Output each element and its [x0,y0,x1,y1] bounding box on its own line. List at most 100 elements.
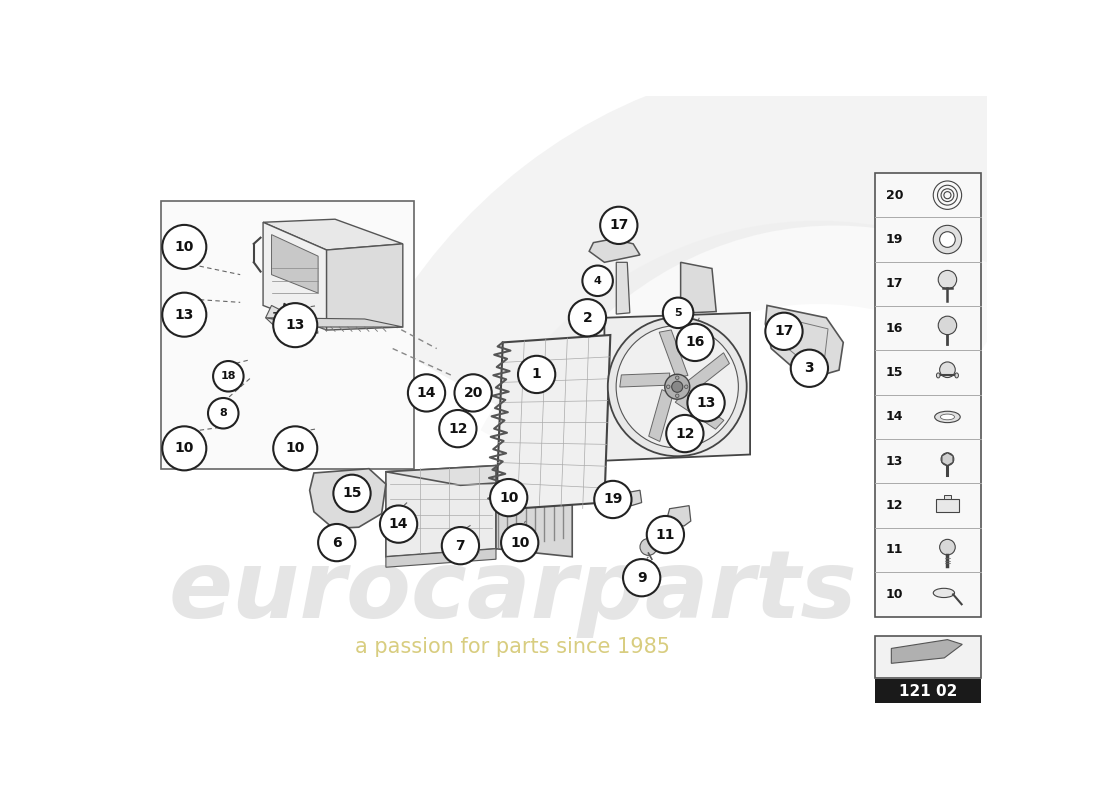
Circle shape [675,394,679,398]
Polygon shape [265,306,318,333]
Polygon shape [263,222,327,330]
Text: 3: 3 [804,362,814,375]
Text: 1: 1 [531,367,541,382]
Circle shape [273,426,317,470]
Circle shape [608,318,747,456]
Circle shape [213,361,243,391]
Polygon shape [604,313,750,461]
Text: 17: 17 [774,324,794,338]
Circle shape [623,559,660,596]
Text: 11: 11 [886,543,903,557]
Text: 10: 10 [175,442,194,455]
Circle shape [439,410,476,447]
Polygon shape [942,453,953,466]
Circle shape [582,266,613,296]
Polygon shape [681,262,716,313]
Text: 16: 16 [685,335,705,350]
Polygon shape [272,234,318,293]
Ellipse shape [936,373,940,378]
Polygon shape [327,244,403,330]
Circle shape [675,376,679,379]
Polygon shape [649,390,673,442]
Polygon shape [667,506,691,526]
Circle shape [939,362,955,378]
Text: 19: 19 [603,493,623,506]
Polygon shape [386,466,496,557]
Text: 14: 14 [417,386,437,400]
Circle shape [647,516,684,554]
Circle shape [491,479,527,516]
Text: 10: 10 [886,588,903,601]
Text: 14: 14 [886,410,903,423]
Circle shape [163,293,207,337]
Circle shape [938,316,957,334]
Text: 13: 13 [696,396,716,410]
Circle shape [454,374,492,411]
Text: 2: 2 [583,310,592,325]
Text: a passion for parts since 1985: a passion for parts since 1985 [355,638,670,658]
Circle shape [667,415,704,452]
Ellipse shape [933,588,955,598]
Text: 13: 13 [175,308,194,322]
Circle shape [408,374,446,411]
Text: 9: 9 [637,570,647,585]
Text: 18: 18 [221,371,236,382]
Text: 20: 20 [886,189,903,202]
Circle shape [601,206,637,244]
Text: 7: 7 [455,538,465,553]
Text: 14: 14 [388,517,408,531]
Bar [944,494,950,499]
Text: 15: 15 [342,486,362,500]
Text: 20: 20 [463,386,483,400]
Circle shape [676,324,714,361]
Circle shape [939,232,955,247]
Circle shape [664,374,690,399]
Text: 10: 10 [286,442,305,455]
Text: 10: 10 [175,240,194,254]
Polygon shape [891,640,962,663]
Polygon shape [496,466,572,557]
Circle shape [163,426,207,470]
Circle shape [663,298,693,328]
Circle shape [569,299,606,336]
Circle shape [640,538,657,555]
Bar [162,201,414,469]
Circle shape [379,506,417,542]
Text: 5: 5 [674,308,682,318]
Text: 12: 12 [675,426,694,441]
Circle shape [208,398,239,429]
Ellipse shape [940,414,955,420]
Polygon shape [386,466,572,486]
Circle shape [273,303,317,347]
Text: 4: 4 [594,276,602,286]
Text: 12: 12 [886,499,903,512]
Circle shape [672,381,683,392]
Text: eurocarparts: eurocarparts [168,546,857,638]
Polygon shape [619,373,670,387]
Text: 13: 13 [286,318,305,332]
Polygon shape [263,219,403,250]
Circle shape [766,313,803,350]
Text: 10: 10 [510,536,529,550]
Polygon shape [659,330,688,378]
Ellipse shape [955,373,958,378]
Circle shape [333,474,371,512]
Ellipse shape [935,411,960,422]
Polygon shape [590,239,640,262]
Circle shape [442,527,480,564]
Text: 17: 17 [886,278,903,290]
Circle shape [594,481,631,518]
Polygon shape [685,353,729,394]
Circle shape [939,539,955,555]
Circle shape [502,524,538,562]
Text: 15: 15 [886,366,903,379]
Polygon shape [265,318,403,327]
Polygon shape [623,490,641,506]
Bar [876,636,981,678]
Circle shape [791,350,828,387]
Polygon shape [386,549,496,567]
Polygon shape [766,306,844,376]
Polygon shape [310,469,386,529]
Circle shape [933,226,961,254]
Circle shape [616,326,738,448]
